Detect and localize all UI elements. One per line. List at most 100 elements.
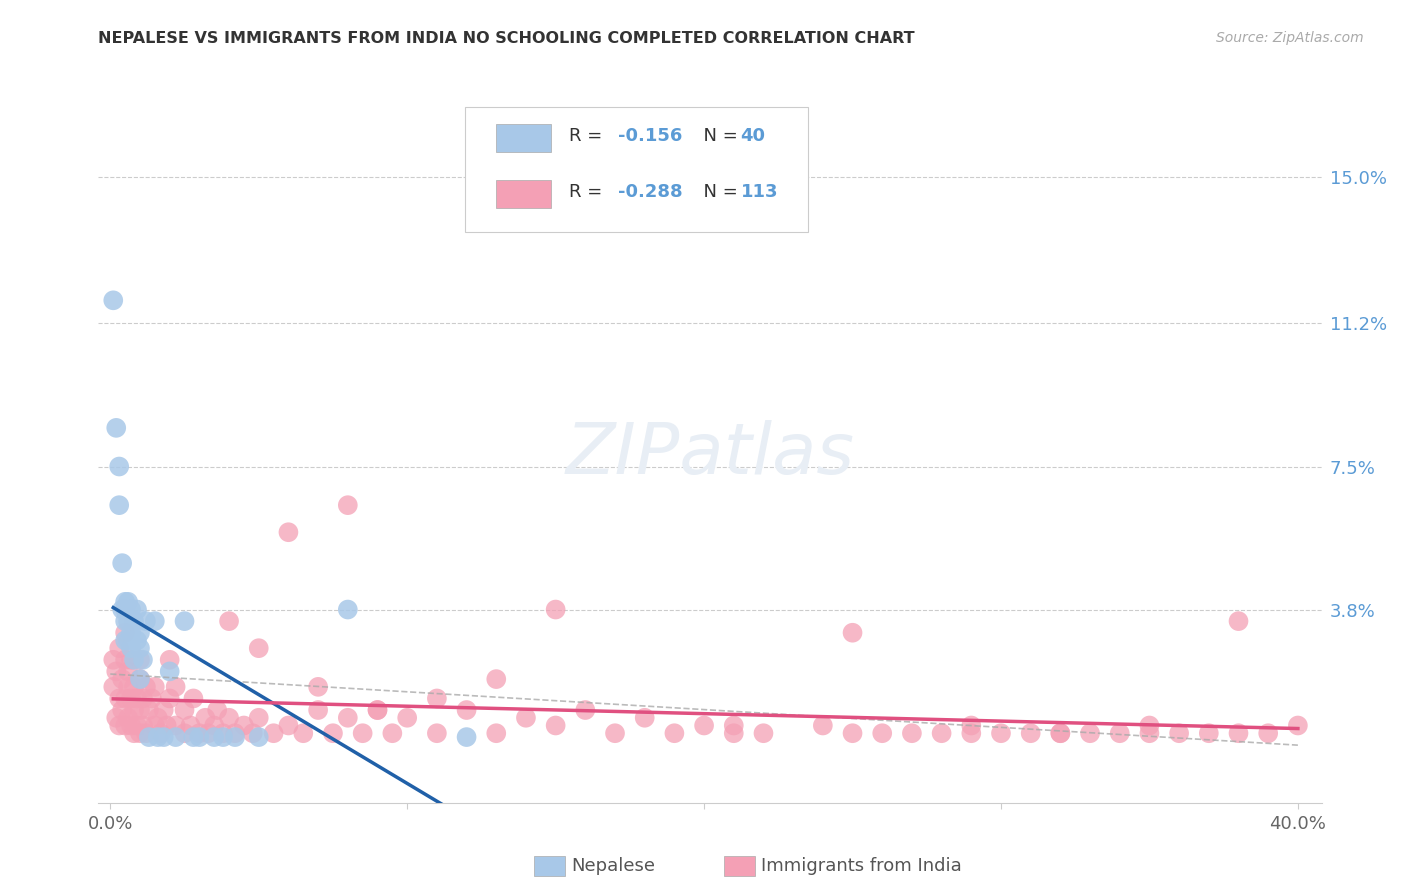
Point [135, 614, 157, 628]
Point [114, 653, 136, 667]
Point [105, 711, 128, 725]
Point [103, 653, 125, 667]
Point [117, 633, 139, 648]
Point [1078, 726, 1101, 740]
Text: Source: ZipAtlas.com: Source: ZipAtlas.com [1216, 31, 1364, 45]
Point [129, 672, 152, 686]
Point [117, 680, 139, 694]
Point [117, 711, 139, 725]
Point [159, 653, 181, 667]
Point [125, 633, 148, 648]
Point [117, 595, 139, 609]
Point [105, 421, 128, 435]
Point [179, 718, 201, 732]
Point [111, 602, 134, 616]
Point [129, 672, 152, 686]
Point [173, 614, 195, 628]
Point [603, 726, 626, 740]
Point [108, 498, 131, 512]
Point [1049, 726, 1071, 740]
Point [336, 602, 359, 616]
Point [247, 641, 270, 656]
Point [664, 726, 686, 740]
Point [307, 703, 329, 717]
Point [122, 653, 145, 667]
Point [125, 691, 148, 706]
Point [117, 614, 139, 628]
Point [870, 726, 893, 740]
Point [336, 498, 359, 512]
Point [544, 718, 567, 732]
Point [108, 459, 131, 474]
Point [212, 726, 235, 740]
Point [129, 653, 152, 667]
Point [188, 730, 211, 744]
Text: -0.288: -0.288 [619, 183, 683, 201]
Point [103, 293, 125, 308]
Point [111, 556, 134, 570]
Text: ZIPatlas: ZIPatlas [565, 420, 855, 490]
Point [366, 703, 388, 717]
Point [247, 711, 270, 725]
Point [307, 680, 329, 694]
Point [456, 730, 478, 744]
Point [129, 625, 152, 640]
Point [456, 703, 478, 717]
Point [224, 730, 246, 744]
Point [322, 726, 344, 740]
Point [132, 691, 155, 706]
Point [960, 718, 983, 732]
Point [212, 730, 235, 744]
Point [165, 730, 187, 744]
Point [173, 703, 195, 717]
Point [138, 703, 160, 717]
Point [1049, 726, 1071, 740]
Point [159, 665, 181, 679]
Text: N =: N = [692, 183, 744, 201]
Point [1286, 718, 1309, 732]
Point [693, 718, 716, 732]
Point [135, 680, 157, 694]
Point [120, 602, 142, 616]
Point [352, 726, 374, 740]
Point [143, 614, 166, 628]
Point [242, 726, 264, 740]
Point [723, 726, 745, 740]
Text: N =: N = [692, 128, 744, 145]
Point [146, 711, 169, 725]
Text: Nepalese: Nepalese [571, 857, 655, 875]
Point [122, 680, 145, 694]
Point [125, 602, 148, 616]
Point [152, 703, 174, 717]
Text: 40: 40 [741, 128, 766, 145]
Point [117, 665, 139, 679]
Point [114, 602, 136, 616]
Text: 113: 113 [741, 183, 778, 201]
Point [960, 726, 983, 740]
Point [183, 691, 205, 706]
FancyBboxPatch shape [496, 180, 551, 208]
Point [218, 614, 240, 628]
Point [247, 730, 270, 744]
Text: R =: R = [569, 128, 609, 145]
Point [141, 691, 163, 706]
Point [120, 641, 142, 656]
Point [197, 726, 219, 740]
Point [1139, 726, 1161, 740]
Text: NEPALESE VS IMMIGRANTS FROM INDIA NO SCHOOLING COMPLETED CORRELATION CHART: NEPALESE VS IMMIGRANTS FROM INDIA NO SCH… [98, 31, 915, 46]
Point [114, 633, 136, 648]
Point [901, 726, 924, 740]
Point [277, 525, 299, 540]
Point [105, 665, 128, 679]
Point [132, 653, 155, 667]
Text: R =: R = [569, 183, 609, 201]
Point [114, 614, 136, 628]
Point [811, 718, 834, 732]
Point [143, 718, 166, 732]
Point [1227, 614, 1250, 628]
Point [165, 680, 187, 694]
Point [120, 718, 142, 732]
Point [111, 703, 134, 717]
Point [114, 625, 136, 640]
Point [159, 691, 181, 706]
